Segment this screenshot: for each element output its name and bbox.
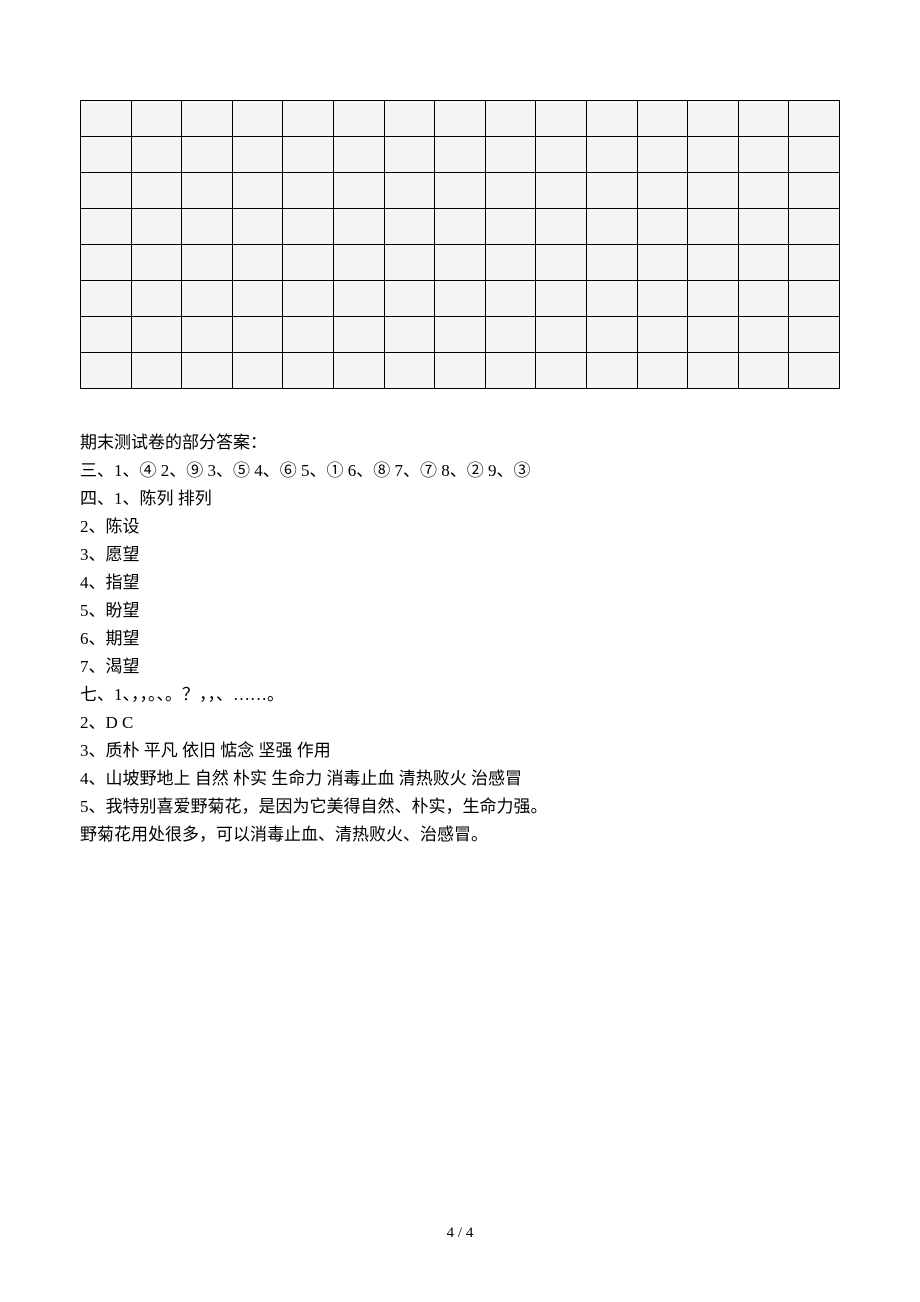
- answer-line-three: 三、1、④ 2、⑨ 3、⑤ 4、⑥ 5、① 6、⑧ 7、⑦ 8、② 9、③: [80, 457, 840, 485]
- answer-line-four-5: 5、盼望: [80, 597, 840, 625]
- answers-title: 期末测试卷的部分答案：: [80, 429, 840, 457]
- answer-line-four-4: 4、指望: [80, 569, 840, 597]
- answer-line-seven-3: 3、质朴 平凡 依旧 惦念 坚强 作用: [80, 737, 840, 765]
- answer-line-seven-4: 4、山坡野地上 自然 朴实 生命力 消毒止血 清热败火 治感冒: [80, 765, 840, 793]
- grid-row: [81, 209, 840, 245]
- answer-line-seven-5b: 野菊花用处很多，可以消毒止血、清热败火、治感冒。: [80, 821, 840, 849]
- grid-row: [81, 173, 840, 209]
- grid-row: [81, 101, 840, 137]
- document-page: 期末测试卷的部分答案： 三、1、④ 2、⑨ 3、⑤ 4、⑥ 5、① 6、⑧ 7、…: [0, 0, 920, 849]
- answers-block: 期末测试卷的部分答案： 三、1、④ 2、⑨ 3、⑤ 4、⑥ 5、① 6、⑧ 7、…: [80, 429, 840, 849]
- grid-row: [81, 353, 840, 389]
- writing-grid: [80, 100, 840, 389]
- answer-line-four-2: 2、陈设: [80, 513, 840, 541]
- grid-row: [81, 317, 840, 353]
- answer-line-seven-1: 七、1、，，。、。？，，、……。: [80, 681, 840, 709]
- grid-row: [81, 281, 840, 317]
- answer-line-seven-5: 5、我特别喜爱野菊花，是因为它美得自然、朴实，生命力强。: [80, 793, 840, 821]
- answer-line-four-1: 四、1、陈列 排列: [80, 485, 840, 513]
- grid-row: [81, 245, 840, 281]
- grid-body: [81, 101, 840, 389]
- answer-line-four-3: 3、愿望: [80, 541, 840, 569]
- answer-line-four-6: 6、期望: [80, 625, 840, 653]
- answer-line-four-7: 7、渴望: [80, 653, 840, 681]
- page-number: 4 / 4: [0, 1225, 920, 1242]
- answer-line-seven-2: 2、D C: [80, 709, 840, 737]
- grid-row: [81, 137, 840, 173]
